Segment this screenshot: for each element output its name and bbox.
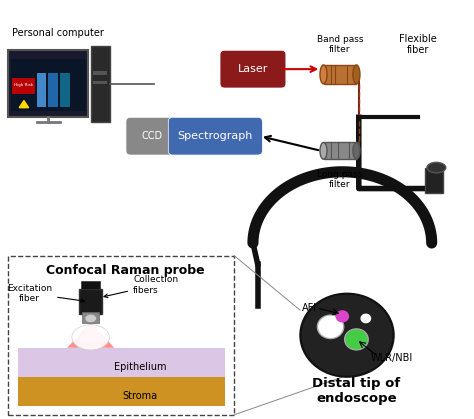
Ellipse shape bbox=[320, 142, 327, 159]
FancyBboxPatch shape bbox=[126, 117, 178, 155]
Bar bbox=[36, 73, 46, 107]
Bar bbox=[82, 281, 100, 289]
Text: Laser: Laser bbox=[238, 64, 268, 74]
Bar bbox=[323, 65, 356, 84]
Bar bbox=[18, 377, 225, 406]
Bar bbox=[82, 312, 99, 323]
Text: Collection
fibers: Collection fibers bbox=[104, 275, 178, 297]
Text: Epithelium: Epithelium bbox=[114, 362, 166, 372]
Circle shape bbox=[336, 311, 348, 322]
Circle shape bbox=[345, 329, 368, 350]
Text: Long pass
filter: Long pass filter bbox=[317, 170, 363, 189]
Text: CCD: CCD bbox=[141, 131, 163, 141]
Bar bbox=[93, 81, 107, 84]
Text: Flexible
fiber: Flexible fiber bbox=[399, 34, 437, 55]
Polygon shape bbox=[19, 101, 28, 108]
Bar bbox=[91, 46, 109, 122]
Bar bbox=[323, 142, 356, 159]
Circle shape bbox=[318, 315, 344, 339]
Ellipse shape bbox=[353, 65, 360, 84]
Text: High Risk: High Risk bbox=[14, 83, 33, 87]
Bar bbox=[93, 71, 107, 75]
Ellipse shape bbox=[320, 65, 327, 84]
Bar bbox=[9, 50, 88, 117]
Polygon shape bbox=[67, 323, 114, 348]
Bar bbox=[79, 289, 102, 314]
Circle shape bbox=[361, 314, 371, 323]
Ellipse shape bbox=[427, 162, 446, 173]
Text: WLR/NBI: WLR/NBI bbox=[371, 353, 413, 363]
Ellipse shape bbox=[72, 325, 109, 350]
Polygon shape bbox=[77, 323, 105, 341]
Text: Stroma: Stroma bbox=[122, 391, 158, 401]
Circle shape bbox=[319, 316, 342, 337]
Bar bbox=[60, 73, 70, 107]
Circle shape bbox=[346, 330, 367, 349]
FancyBboxPatch shape bbox=[220, 50, 286, 88]
Circle shape bbox=[302, 295, 392, 375]
Circle shape bbox=[300, 293, 394, 377]
Bar bbox=[12, 78, 35, 94]
Bar bbox=[48, 73, 58, 107]
Text: Band pass
filter: Band pass filter bbox=[317, 35, 363, 54]
FancyBboxPatch shape bbox=[168, 117, 263, 155]
Text: Distal tip of
endoscope: Distal tip of endoscope bbox=[312, 377, 401, 405]
Bar bbox=[18, 348, 225, 377]
Text: Confocal Raman probe: Confocal Raman probe bbox=[46, 264, 205, 277]
Ellipse shape bbox=[85, 314, 97, 323]
Bar bbox=[425, 168, 444, 193]
Text: AFI: AFI bbox=[302, 303, 317, 313]
Text: Spectrograph: Spectrograph bbox=[178, 131, 253, 141]
Bar bbox=[11, 59, 86, 111]
Ellipse shape bbox=[353, 142, 360, 159]
Text: Personal computer: Personal computer bbox=[12, 28, 104, 38]
Text: Excitation
fiber: Excitation fiber bbox=[7, 284, 84, 303]
Bar bbox=[9, 256, 234, 415]
